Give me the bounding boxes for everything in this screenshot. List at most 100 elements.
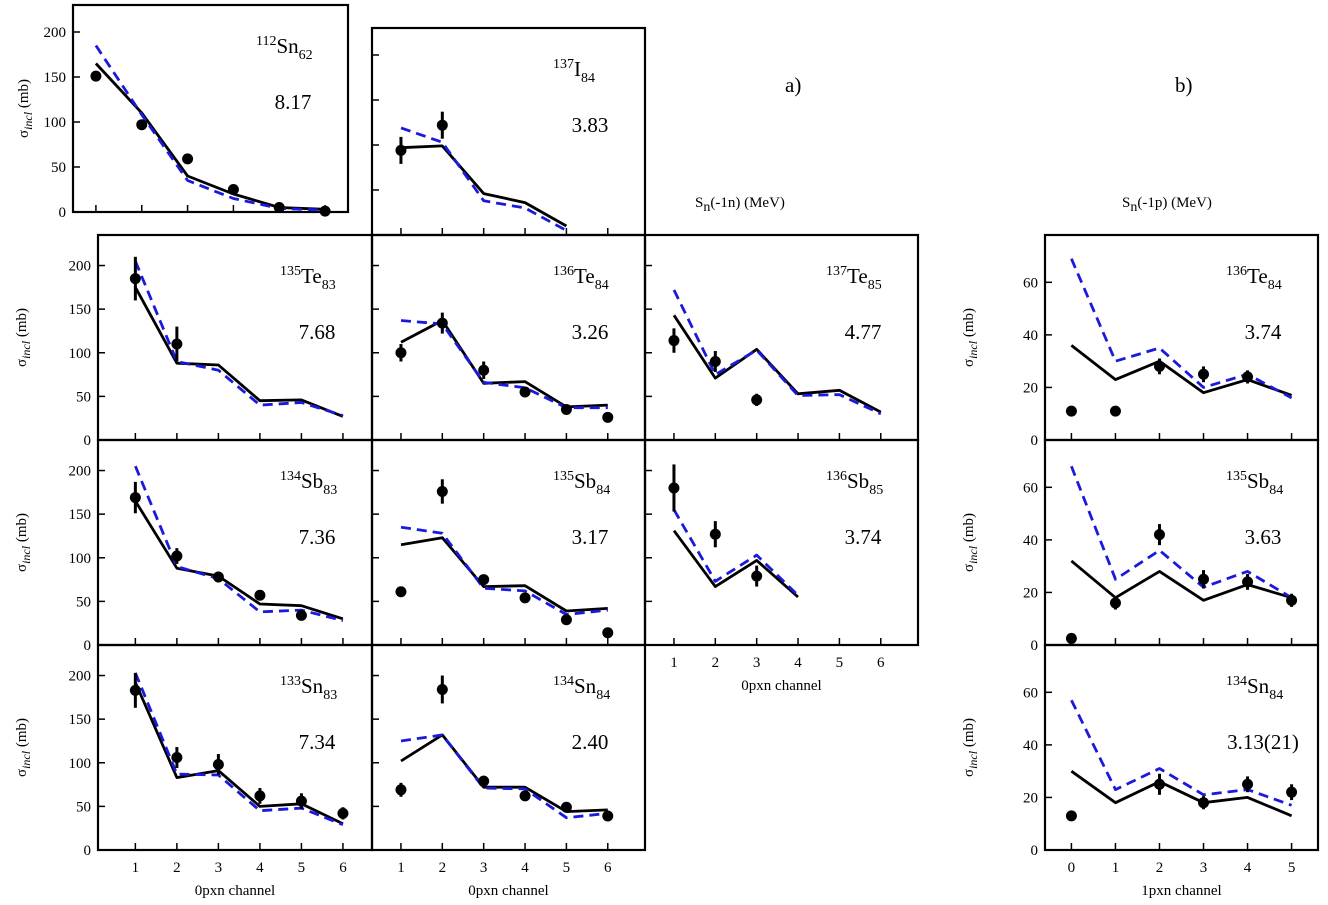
panel-i137: 137I84 3.83 (370, 26, 647, 237)
data-point (395, 347, 407, 359)
data-point (709, 355, 721, 367)
data-point (602, 411, 614, 423)
data-point (519, 386, 531, 398)
data-point (560, 801, 572, 813)
separation-energy-value: 3.26 (572, 320, 609, 344)
dashed-theory-line (94, 44, 326, 212)
separation-energy-value: 3.17 (572, 525, 609, 549)
panel-sn134: 1 2 3 4 5 6 0pxn channel 134Sn84 2.40 (370, 643, 647, 899)
x-tick-label: 3 (753, 655, 761, 671)
y-tick-label: 0 (84, 433, 92, 449)
x-tick-label: 0 (1068, 860, 1076, 876)
dashed-theory-line (400, 525, 608, 616)
separation-energy-value: 3.74 (1245, 320, 1282, 344)
y-tick-label: 20 (1023, 585, 1038, 601)
y-tick-label: 150 (69, 302, 92, 318)
data-point (560, 403, 572, 415)
data-point (254, 589, 266, 601)
separation-energy-value: 7.68 (299, 320, 336, 344)
y-tick-label: 0 (84, 843, 92, 859)
data-point (182, 153, 194, 165)
x-tick-label: 1 (670, 655, 678, 671)
nucleus-label: 135Te83 (280, 264, 336, 293)
y-axis-label: σincl (mb) (14, 513, 33, 572)
data-point (129, 684, 141, 696)
x-tick-label: 6 (604, 860, 612, 876)
panel-te136b: 0 20 40 60 σincl (mb) 136Te84 3.74 (961, 233, 1320, 449)
y-tick-label: 20 (1023, 380, 1038, 396)
data-point (1198, 797, 1210, 809)
nucleus-label: 137Te85 (826, 264, 882, 293)
data-point (212, 759, 224, 771)
data-point (319, 205, 331, 217)
data-point (1242, 576, 1254, 588)
data-point (709, 528, 721, 540)
data-point (295, 609, 307, 621)
data-point (1242, 371, 1254, 383)
panel-te137: 137Te85 4.77 (643, 233, 920, 442)
y-tick-label: 100 (69, 756, 92, 772)
separation-energy-value: 3.13(21) (1227, 730, 1299, 754)
separation-energy-value: 8.17 (275, 90, 312, 114)
y-tick-label: 0 (1031, 843, 1039, 859)
separation-energy-value: 2.40 (572, 730, 609, 754)
y-tick-label: 40 (1023, 533, 1038, 549)
panel-frame (370, 643, 647, 852)
data-point (560, 614, 572, 626)
sn-1n-label: Sn(-1n) (MeV) (695, 195, 785, 215)
x-tick-label: 3 (1200, 860, 1208, 876)
data-point (478, 775, 490, 787)
data-point (1198, 573, 1210, 585)
y-tick-label: 40 (1023, 328, 1038, 344)
nucleus-label: 136Sb85 (826, 469, 883, 498)
panel-frame (71, 3, 350, 214)
data-point (1109, 405, 1121, 417)
solid-theory-line (1070, 770, 1293, 818)
y-tick-label: 60 (1023, 480, 1038, 496)
panel-sb135: 135Sb84 3.17 (370, 438, 647, 647)
data-point (295, 795, 307, 807)
y-tick-label: 150 (44, 70, 67, 86)
data-point (478, 574, 490, 586)
data-point (1153, 778, 1165, 790)
data-point (602, 627, 614, 639)
separation-energy-value: 4.77 (845, 320, 882, 344)
data-point (171, 550, 183, 562)
y-tick-label: 40 (1023, 738, 1038, 754)
separation-energy-value: 7.36 (299, 525, 336, 549)
data-point (212, 571, 224, 583)
x-tick-label: 2 (712, 655, 720, 671)
x-axis-label: 0pxn channel (468, 883, 548, 899)
nucleus-label: 112Sn62 (256, 34, 313, 63)
data-point (129, 492, 141, 504)
data-point (254, 790, 266, 802)
nucleus-label: 134Sn84 (1226, 674, 1283, 703)
data-point (1065, 405, 1077, 417)
y-tick-label: 0 (84, 638, 92, 654)
data-point (1065, 810, 1077, 822)
data-point (129, 273, 141, 285)
solid-theory-line (1070, 559, 1292, 602)
x-axis-label: 1pxn channel (1141, 883, 1221, 899)
y-tick-label: 50 (76, 594, 91, 610)
solid-theory-line (134, 681, 344, 826)
label-a: a) (785, 73, 801, 97)
x-tick-label: 2 (173, 860, 181, 876)
panel-sn133: 0 50 100 150 200 1 2 3 4 5 6 0pxn channel σincl (mb)… (14, 643, 374, 899)
panel-sb136: 1 2 3 4 5 6 0pxn channel 136Sb85 3.74 (643, 438, 920, 694)
dashed-theory-line (1070, 465, 1293, 599)
y-axis-label: σincl (mb) (961, 308, 980, 367)
y-axis-label: σincl (mb) (16, 79, 35, 138)
y-tick-label: 100 (69, 346, 92, 362)
nucleus-label: 134Sn84 (553, 674, 610, 703)
solid-theory-line (672, 529, 799, 599)
solid-theory-line (400, 144, 568, 228)
solid-theory-line (1070, 344, 1293, 397)
data-point (436, 317, 448, 329)
nucleus-label: 136Te84 (553, 264, 609, 293)
x-tick-label: 1 (132, 860, 140, 876)
data-point (436, 485, 448, 497)
data-point (1109, 597, 1121, 609)
y-tick-label: 0 (1031, 638, 1039, 654)
x-tick-label: 4 (256, 860, 264, 876)
